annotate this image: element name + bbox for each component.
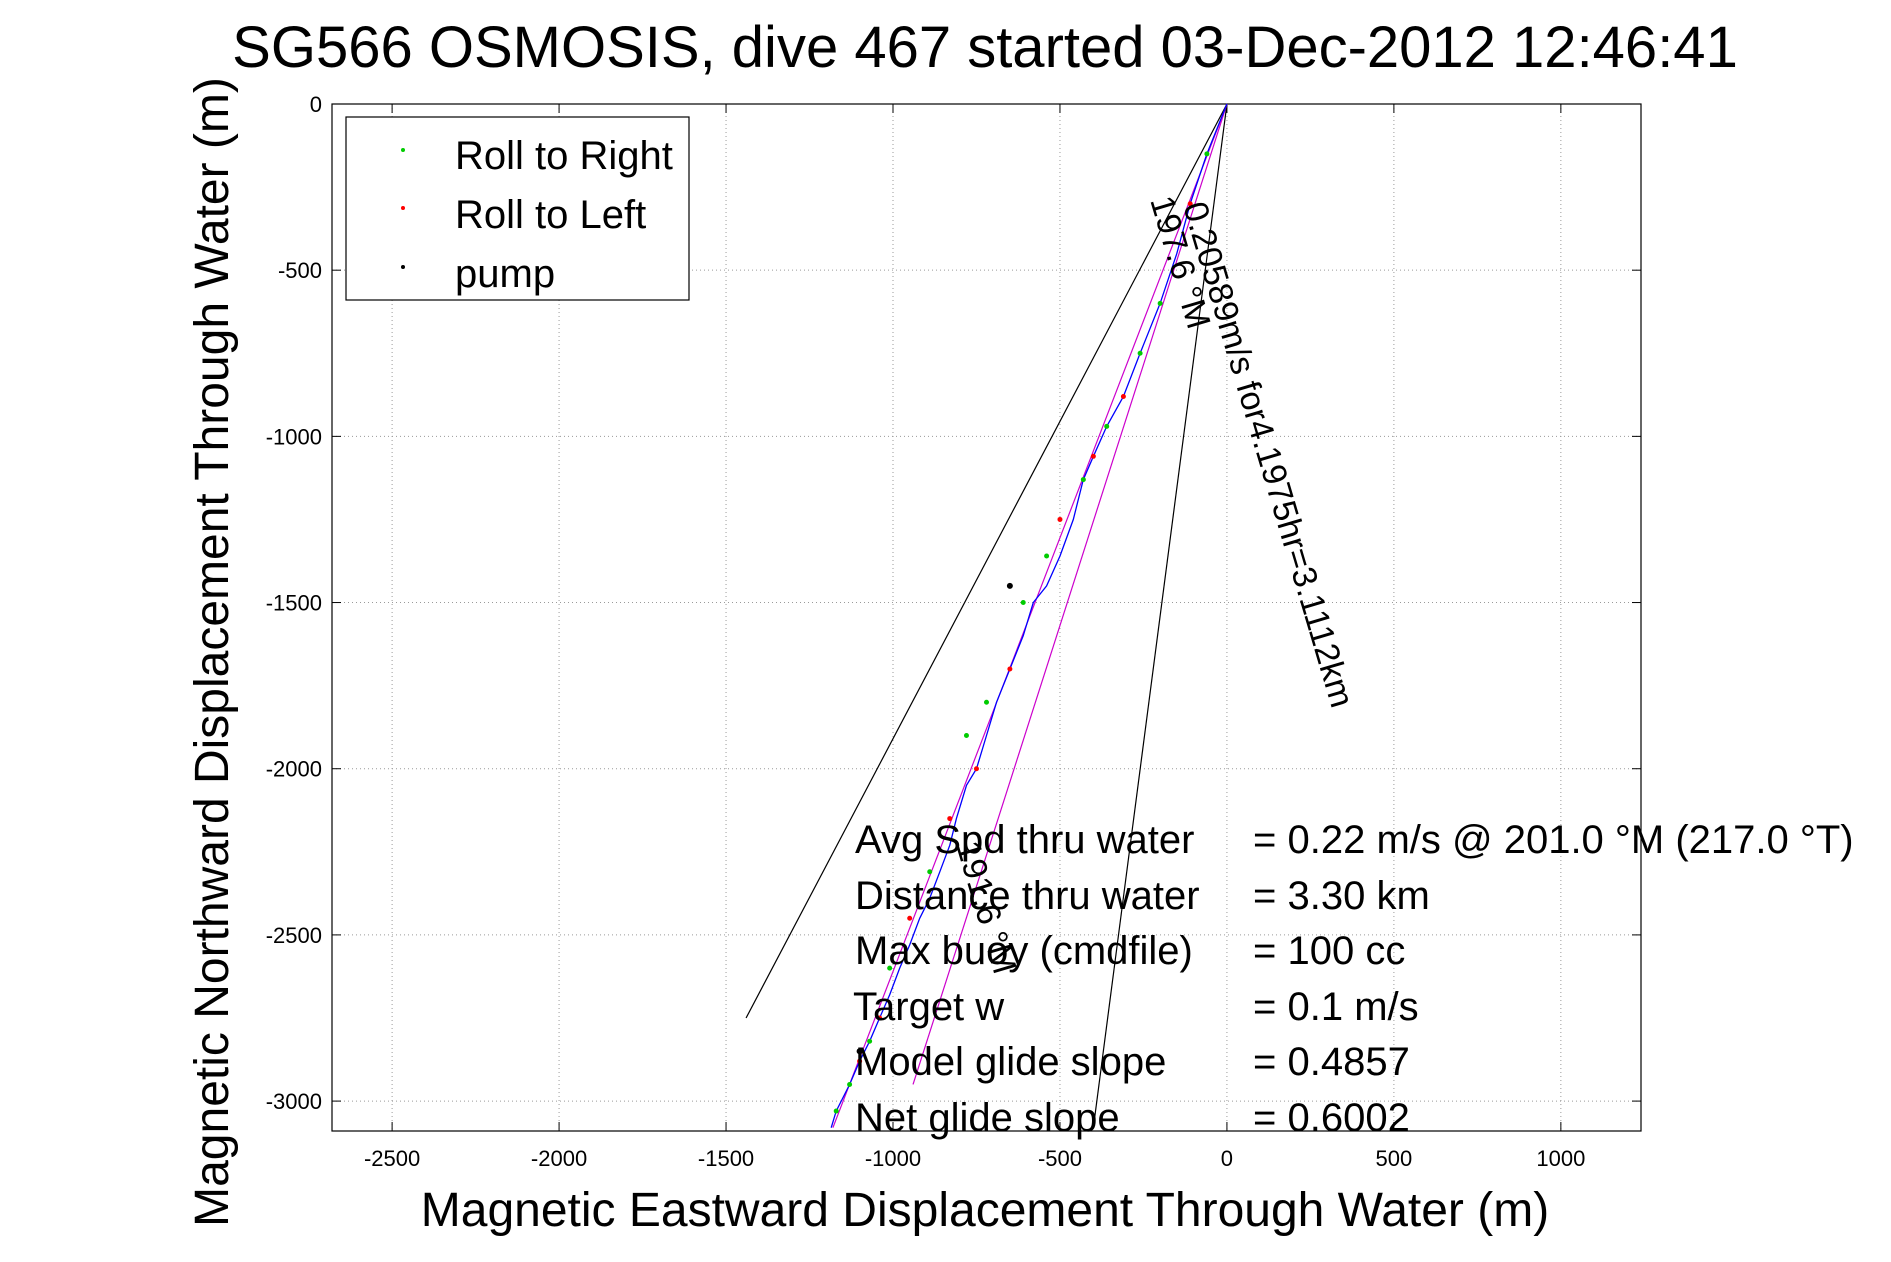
roll-right-marker (1204, 151, 1210, 157)
legend-marker-pump (401, 265, 405, 269)
stat-label-distance: Distance thru water (855, 874, 1200, 918)
roll-left-marker (1187, 201, 1193, 207)
roll-right-marker (1157, 300, 1163, 306)
chart-title: SG566 OSMOSIS, dive 467 started 03-Dec-2… (232, 15, 1738, 80)
roll-left-marker (857, 1058, 863, 1064)
x-tick-label: 0 (1221, 1146, 1233, 1171)
roll-left-marker (1120, 393, 1126, 399)
roll-right-marker (887, 965, 893, 971)
stat-value-net-glide-slope: = 0.6002 (1253, 1096, 1410, 1140)
stat-label-model-glide-slope: Model glide slope (855, 1040, 1166, 1084)
y-tick-label: -1000 (266, 424, 322, 449)
x-tick-label: 1000 (1536, 1146, 1585, 1171)
roll-right-marker (1104, 423, 1110, 429)
x-tick-label: 500 (1376, 1146, 1413, 1171)
roll-left-marker (1057, 516, 1063, 522)
roll-left-marker (1007, 666, 1013, 672)
legend-label-roll-left: Roll to Left (455, 193, 646, 237)
x-tick-label: -500 (1038, 1146, 1082, 1171)
plot-frame (331, 103, 1642, 1132)
y-tick-label: 0 (310, 92, 322, 117)
roll-right-marker (927, 869, 933, 875)
roll-right-marker (867, 1038, 873, 1044)
heading-line (912, 103, 1228, 1085)
roll-right-marker (1020, 600, 1026, 606)
roll-right-marker (847, 1081, 853, 1087)
roll-left-marker (973, 766, 979, 772)
legend: Roll to Right Roll to Left pump (345, 116, 690, 301)
axis-ticks: -2500 -2000 -1500 -1000 -500 0 500 1000 0 -500 -10… (266, 92, 1641, 1171)
x-axis-label: Magnetic Eastward Displacement Through W… (421, 1184, 1549, 1237)
y-tick-label: -2500 (266, 923, 322, 948)
legend-marker-roll-left (401, 206, 405, 210)
roll-right-marker (833, 1108, 839, 1114)
stat-value-target-w: = 0.1 m/s (1253, 985, 1419, 1029)
legend-label-pump: pump (455, 252, 555, 296)
y-axis-label: Magnetic Northward Displacement Through … (186, 77, 239, 1227)
roll-right-marker (1137, 350, 1143, 356)
y-tick-label: -3000 (266, 1089, 322, 1114)
y-tick-label: -1500 (266, 591, 322, 616)
y-tick-label: -500 (278, 258, 322, 283)
legend-label-roll-right: Roll to Right (455, 134, 673, 178)
roll-right-marker (984, 699, 989, 705)
roll-left-marker (907, 915, 913, 921)
dive-track-line (830, 103, 1228, 1128)
roll-right-marker (1044, 553, 1050, 559)
pump-marker (1006, 582, 1013, 589)
stat-value-max-buoy: = 100 cc (1253, 929, 1405, 973)
stat-label-net-glide-slope: Net glide slope (855, 1096, 1120, 1140)
y-tick-label: -2000 (266, 757, 322, 782)
heading-line (745, 103, 1228, 1019)
stat-value-model-glide-slope: = 0.4857 (1253, 1040, 1410, 1084)
x-tick-label: -1500 (698, 1146, 754, 1171)
stat-label-target-w: Target w (853, 985, 1004, 1029)
pump-marker (856, 1048, 863, 1055)
stat-label-max-buoy: Max buoy (cmdfile) (855, 929, 1193, 973)
roll-left-marker (877, 1015, 883, 1021)
roll-right-marker (963, 732, 969, 738)
stat-value-distance: = 3.30 km (1253, 874, 1430, 918)
heading-line (1092, 103, 1228, 1128)
x-tick-label: -2500 (364, 1146, 420, 1171)
legend-marker-roll-right (401, 148, 405, 152)
track-markers (833, 151, 1210, 1114)
x-tick-label: -1000 (865, 1146, 921, 1171)
stat-label-avg-speed: Avg Spd thru water (855, 818, 1194, 862)
roll-left-marker (1090, 453, 1096, 459)
roll-right-marker (1080, 477, 1086, 483)
stat-value-avg-speed: = 0.22 m/s @ 201.0 °M (217.0 °T) (1253, 818, 1854, 862)
x-tick-label: -2000 (531, 1146, 587, 1171)
dive-stats: Avg Spd thru water = 0.22 m/s @ 201.0 °M… (853, 818, 1854, 1140)
roll-left-marker (947, 816, 953, 822)
